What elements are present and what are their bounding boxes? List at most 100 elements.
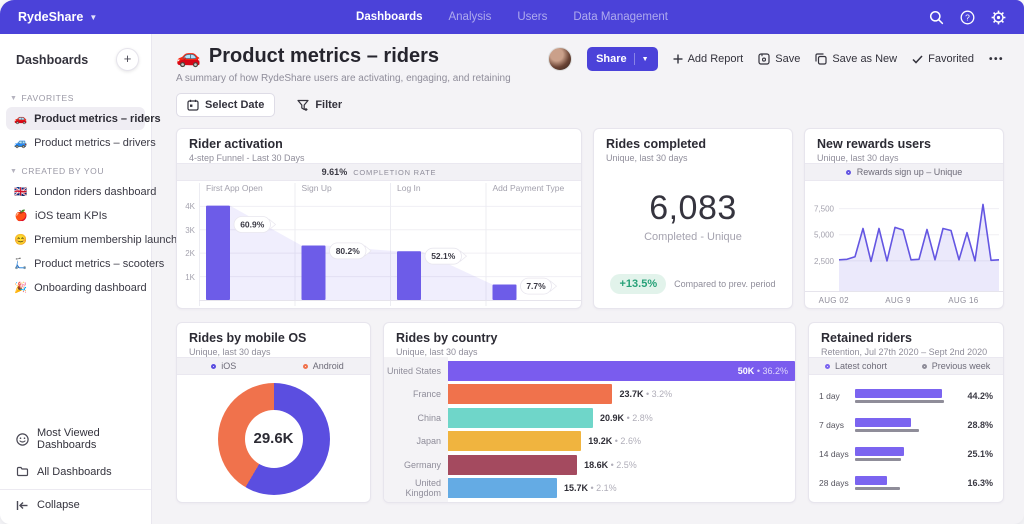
sidebar-section-created-by-you[interactable]: ▼ CREATED BY YOU — [10, 166, 105, 176]
search-icon[interactable] — [929, 10, 944, 25]
sidebar-item-onboarding-dashboard[interactable]: 🎉 Onboarding dashboard — [6, 276, 147, 299]
country-value: 20.9K • 2.8% — [600, 412, 653, 423]
legend-latest-cohort[interactable]: Latest cohort — [809, 361, 903, 371]
sidebar-item-label: London riders dashboard — [34, 185, 157, 198]
country-bar-chart[interactable]: United States 50K • 36.2% France 23.7K • 3.… — [384, 357, 795, 502]
sidebar-item-product-metrics-riders[interactable]: 🚗 Product metrics – riders — [6, 107, 161, 130]
previous-week-bar[interactable] — [855, 428, 919, 432]
gear-icon[interactable] — [991, 10, 1006, 25]
main-area: 🚗 Product metrics – riders A summary of … — [152, 34, 1024, 524]
sidebar-item-london-riders-dashboard[interactable]: 🇬🇧 London riders dashboard — [6, 180, 156, 203]
country-row-france[interactable]: France 23.7K • 3.2% — [384, 383, 795, 407]
chevron-down-icon: ▼ — [10, 167, 18, 175]
nav-link-users[interactable]: Users — [517, 11, 548, 23]
country-label: United States — [386, 365, 441, 376]
sidebar-footer: Most Viewed Dashboards All Dashboards Co… — [0, 420, 151, 524]
sidebar-title: Dashboards — [16, 52, 89, 67]
help-icon[interactable]: ? — [960, 10, 975, 25]
save-as-new-button[interactable]: Save as New — [815, 53, 897, 65]
latest-cohort-bar[interactable] — [855, 475, 887, 485]
legend-ios[interactable]: iOS — [177, 361, 271, 371]
line-svg: 2,500 5,000 7,500 — [814, 203, 1000, 291]
save-button[interactable]: Save — [758, 53, 800, 65]
add-report-button[interactable]: Add Report — [673, 53, 743, 65]
more-options-button[interactable]: ••• — [988, 53, 1004, 65]
copy-icon — [815, 53, 827, 65]
line-x-axis: AUG 02 AUG 9 AUG 16 — [805, 291, 1003, 308]
donut-chart[interactable]: 29.6K — [217, 382, 330, 495]
chevron-down-icon: ▼ — [641, 55, 649, 63]
sidebar-item-product-metrics-scooters[interactable]: 🛴 Product metrics – scooters — [6, 252, 164, 275]
brand-menu[interactable]: RydeShare ▼ — [18, 10, 97, 24]
completion-rate-band: 9.61% COMPLETION RATE — [177, 163, 581, 181]
x-tick-label: AUG 16 — [948, 296, 979, 305]
country-bar[interactable] — [448, 407, 594, 428]
funnel-bar[interactable] — [492, 284, 517, 300]
funnel-step-label: Add Payment Type — [493, 183, 565, 193]
country-bar[interactable] — [448, 384, 613, 405]
country-bar[interactable]: 50K • 36.2% — [448, 360, 795, 381]
country-bar[interactable] — [448, 478, 557, 499]
previous-week-bar[interactable] — [855, 457, 902, 461]
sidebar-item-most-viewed[interactable]: Most Viewed Dashboards — [0, 420, 151, 458]
retention-row-14-days[interactable]: 14 days 25.1% — [819, 439, 993, 468]
legend-dot-icon — [845, 169, 851, 175]
sidebar-section-favorites[interactable]: ▼ FAVORITES — [10, 93, 75, 103]
country-label: China — [417, 412, 441, 423]
legend-previous-week[interactable]: Previous week — [909, 361, 1003, 371]
country-row-united-kingdom[interactable]: United Kingdom 15.7K • 2.1% — [384, 477, 795, 501]
previous-week-bar[interactable] — [855, 399, 945, 403]
card-new-rewards-users: New rewards users Unique, last 30 days R… — [804, 128, 1004, 309]
chevron-down-icon: ▼ — [89, 12, 98, 22]
card-title: New rewards users — [817, 137, 931, 151]
sidebar-item-premium-membership-launch[interactable]: 😊 Premium membership launch — [6, 228, 177, 251]
country-bar[interactable] — [448, 454, 578, 475]
funnel-bar[interactable] — [397, 251, 421, 300]
select-date-button[interactable]: Select Date — [176, 93, 276, 117]
retention-row-28-days[interactable]: 28 days 16.3% — [819, 468, 993, 497]
sidebar-item-ios-team-kpis[interactable]: 🍎 iOS team KPIs — [6, 204, 145, 227]
retention-row-7-days[interactable]: 7 days 28.8% — [819, 410, 993, 439]
latest-cohort-bar[interactable] — [855, 446, 905, 456]
country-bar-zone: 20.9K • 2.8% — [448, 407, 795, 428]
country-row-united-states[interactable]: United States 50K • 36.2% — [384, 359, 795, 383]
sidebar-item-all-dashboards[interactable]: All Dashboards — [0, 458, 151, 485]
latest-cohort-bar[interactable] — [855, 417, 912, 427]
previous-week-bar[interactable] — [855, 486, 901, 490]
line-legend[interactable]: Rewards sign up – Unique — [805, 163, 1003, 181]
dashboard-emoji-icon: 🚗 — [14, 113, 28, 125]
retention-bars — [855, 417, 959, 432]
nav-link-analysis[interactable]: Analysis — [448, 11, 492, 23]
add-dashboard-button[interactable]: + — [116, 48, 139, 71]
country-bar[interactable] — [448, 431, 582, 452]
line-chart[interactable]: 2,500 5,000 7,500 — [805, 181, 1003, 291]
retention-chart[interactable]: 1 day 44.2% 7 days 28.8% 14 days 25.1% 28 days… — [809, 375, 1003, 497]
dashboard-emoji-icon: 🎉 — [14, 282, 28, 294]
country-row-germany[interactable]: Germany 18.6K • 2.5% — [384, 453, 795, 477]
funnel-bar[interactable] — [301, 245, 326, 300]
funnel-chart[interactable]: 4K 3K 2K 1K First App Open 60.9% Sign Up 80.2%… — [177, 181, 581, 306]
nav-link-dashboards[interactable]: Dashboards — [356, 11, 423, 23]
metric-value: 6,083 — [649, 189, 737, 227]
latest-cohort-bar[interactable] — [855, 388, 942, 398]
funnel-step-label: Log In — [397, 183, 421, 193]
legend-android[interactable]: Android — [277, 361, 371, 371]
sidebar-item-product-metrics-drivers[interactable]: 🚙 Product metrics – drivers — [6, 131, 156, 154]
delta-label: Compared to prev. period — [674, 279, 776, 289]
nav-link-data-management[interactable]: Data Management — [573, 11, 668, 23]
funnel-bar[interactable] — [206, 205, 230, 300]
y-tick-label: 7,500 — [814, 205, 835, 214]
country-label: Germany — [403, 459, 441, 470]
retention-row-1-day[interactable]: 1 day 44.2% — [819, 381, 993, 410]
filter-button[interactable]: Filter — [297, 99, 342, 111]
user-avatar[interactable] — [548, 47, 573, 71]
country-row-japan[interactable]: Japan 19.2K • 2.6% — [384, 430, 795, 454]
conversion-badge — [424, 247, 462, 265]
share-button[interactable]: Share ▼ — [587, 47, 658, 71]
country-row-china[interactable]: China 20.9K • 2.8% — [384, 406, 795, 430]
legend-dot-icon — [824, 363, 830, 369]
card-subtitle: Unique, last 30 days — [606, 153, 688, 163]
favorited-button[interactable]: Favorited — [912, 53, 974, 65]
sidebar-collapse-button[interactable]: Collapse — [0, 489, 151, 518]
